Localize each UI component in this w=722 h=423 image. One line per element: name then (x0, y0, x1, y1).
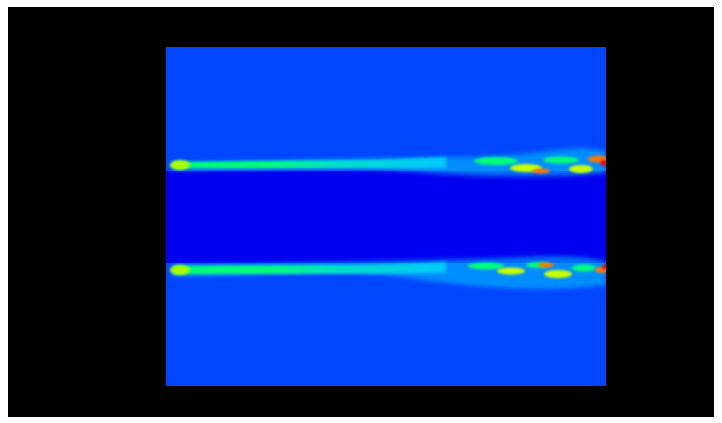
visualization-viewport (8, 7, 714, 417)
lower-shear-layer (170, 256, 606, 289)
core-region (166, 171, 606, 263)
flow-field-plot (166, 47, 606, 386)
upper-shear-layer (170, 148, 606, 177)
